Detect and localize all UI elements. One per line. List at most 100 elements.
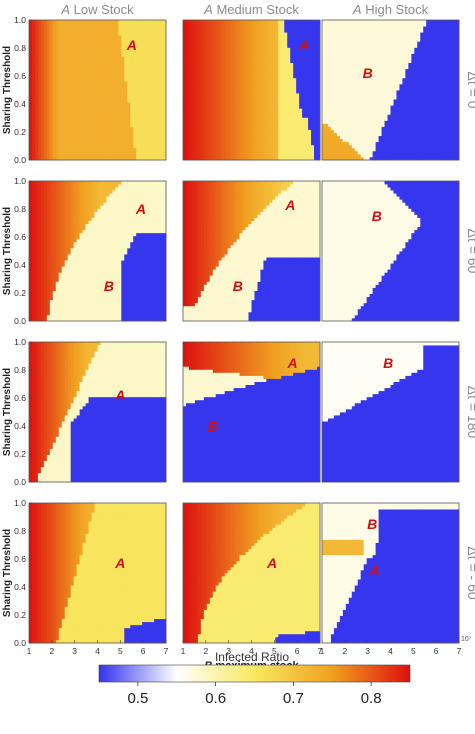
heat-cell — [325, 90, 328, 93]
heat-cell — [109, 120, 112, 123]
heat-cell — [53, 38, 56, 41]
heat-cell — [130, 60, 133, 63]
heat-cell — [103, 84, 106, 87]
heat-cell — [213, 32, 216, 35]
heat-cell — [278, 66, 281, 69]
heat-cell — [98, 145, 101, 148]
heat-cell — [213, 84, 216, 87]
heat-cell — [92, 78, 95, 81]
heat-cell — [254, 75, 257, 78]
heat-cell — [189, 108, 192, 111]
heat-cell — [302, 114, 305, 117]
row-label: Δt = 180 — [465, 386, 475, 439]
heat-cell — [260, 102, 263, 105]
heat-cell — [204, 53, 207, 56]
heat-cell — [198, 133, 201, 136]
heat-cell — [92, 44, 95, 47]
heat-cell — [266, 114, 269, 117]
heat-cell — [62, 57, 65, 60]
heat-cell — [77, 93, 80, 96]
heat-cell — [296, 53, 299, 56]
heat-cell — [293, 44, 296, 47]
heat-cell — [148, 35, 151, 38]
heat-cell — [100, 72, 103, 75]
heat-cell — [192, 44, 195, 47]
heat-cell — [106, 81, 109, 84]
heat-cell — [257, 142, 260, 145]
heat-cell — [328, 105, 331, 108]
heat-cell — [59, 81, 62, 84]
heat-cell — [269, 93, 272, 96]
heat-cell — [32, 72, 35, 75]
heat-cell — [183, 20, 186, 23]
heat-cell — [142, 90, 145, 93]
heat-cell — [35, 105, 38, 108]
heat-cell — [148, 111, 151, 114]
heat-cell — [216, 90, 219, 93]
heat-cell — [142, 139, 145, 142]
heat-cell — [302, 102, 305, 105]
heat-cell — [308, 117, 311, 120]
heat-cell — [237, 123, 240, 126]
heat-cell — [83, 81, 86, 84]
heat-cell — [219, 93, 222, 96]
heat-cell — [62, 69, 65, 72]
heat-cell — [290, 117, 293, 120]
heat-cell — [302, 63, 305, 66]
heat-cell — [228, 63, 231, 66]
heat-cell — [127, 84, 130, 87]
heat-cell — [290, 81, 293, 84]
heat-cell — [115, 57, 118, 60]
heat-cell — [136, 130, 139, 133]
heat-cell — [237, 53, 240, 56]
heat-cell — [284, 47, 287, 50]
heat-cell — [103, 123, 106, 126]
heat-cell — [98, 87, 101, 90]
heat-cell — [29, 145, 32, 148]
heat-cell — [133, 108, 136, 111]
heat-cell — [314, 41, 317, 44]
heat-cell — [50, 142, 53, 145]
heat-cell — [296, 87, 299, 90]
heat-cell — [328, 142, 331, 145]
heat-cell — [216, 23, 219, 26]
heat-cell — [287, 96, 290, 99]
heat-cell — [32, 44, 35, 47]
heat-cell — [222, 108, 225, 111]
heat-cell — [83, 136, 86, 139]
heat-cell — [246, 105, 249, 108]
heat-cell — [278, 75, 281, 78]
heat-cell — [98, 148, 101, 151]
heat-cell — [254, 23, 257, 26]
heat-cell — [186, 23, 189, 26]
heat-cell — [32, 69, 35, 72]
heat-cell — [35, 60, 38, 63]
heat-cell — [53, 145, 56, 148]
heat-cell — [133, 99, 136, 102]
heat-cell — [59, 29, 62, 32]
heat-cell — [192, 102, 195, 105]
heat-cell — [225, 20, 228, 23]
heat-cell — [195, 20, 198, 23]
heat-cell — [234, 66, 237, 69]
heat-cell — [50, 114, 53, 117]
heat-cell — [89, 117, 92, 120]
heat-cell — [56, 81, 59, 84]
heat-cell — [32, 53, 35, 56]
heat-cell — [228, 84, 231, 87]
heat-cell — [89, 87, 92, 90]
heat-cell — [325, 41, 328, 44]
heat-cell — [109, 90, 112, 93]
heat-cell — [183, 57, 186, 60]
heat-cell — [192, 133, 195, 136]
heat-cell — [228, 23, 231, 26]
heat-cell — [148, 142, 151, 145]
heat-cell — [106, 127, 109, 130]
heat-cell — [246, 60, 249, 63]
heat-cell — [109, 20, 112, 23]
heat-cell — [157, 133, 160, 136]
heat-cell — [38, 78, 41, 81]
heat-cell — [228, 32, 231, 35]
heat-cell — [275, 93, 278, 96]
heat-cell — [325, 87, 328, 90]
